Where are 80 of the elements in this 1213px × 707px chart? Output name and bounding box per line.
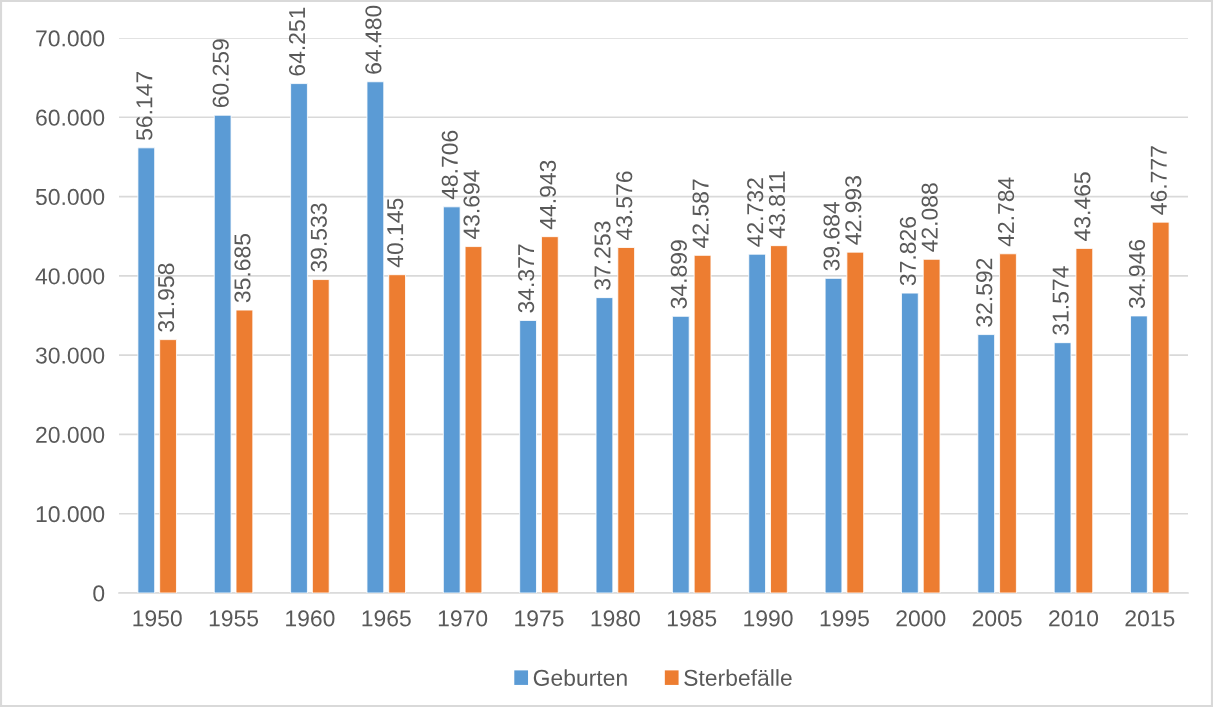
data-label: 40.145 bbox=[387, 198, 404, 268]
data-label: 34.899 bbox=[670, 240, 687, 309]
bar bbox=[464, 246, 483, 593]
bar bbox=[824, 277, 843, 593]
legend-label: Geburten bbox=[533, 669, 627, 686]
x-tick-label: 1980 bbox=[591, 610, 640, 627]
data-label: 44.943 bbox=[539, 160, 556, 230]
bar bbox=[922, 258, 941, 593]
data-label: 42.587 bbox=[692, 179, 709, 248]
y-tick-label: 20.000 bbox=[36, 426, 105, 443]
y-tick-label: 50.000 bbox=[35, 188, 105, 206]
bar bbox=[1053, 342, 1072, 593]
data-label: 37.253 bbox=[594, 221, 611, 290]
bar bbox=[1075, 247, 1094, 593]
data-label: 64.251 bbox=[288, 7, 306, 76]
bar bbox=[159, 339, 177, 593]
x-tick-label: 1955 bbox=[209, 610, 259, 627]
data-label: 56.147 bbox=[136, 71, 153, 140]
data-label: 39.684 bbox=[823, 202, 840, 271]
y-tick-label: 60.000 bbox=[36, 109, 105, 126]
data-label: 34.946 bbox=[1128, 239, 1146, 309]
bar bbox=[311, 279, 330, 593]
bar bbox=[595, 297, 614, 593]
data-label: 48.706 bbox=[441, 130, 458, 200]
bar bbox=[999, 253, 1017, 593]
bar bbox=[671, 315, 690, 593]
y-tick-label: 0 bbox=[93, 585, 105, 602]
bar bbox=[388, 274, 406, 593]
x-tick-label: 2010 bbox=[1049, 610, 1099, 627]
x-tick-label: 1970 bbox=[438, 610, 488, 627]
data-label: 31.574 bbox=[1052, 266, 1069, 335]
y-tick-label: 30.000 bbox=[35, 347, 105, 364]
bar bbox=[366, 81, 385, 593]
x-tick-label: 1950 bbox=[133, 610, 182, 627]
bar bbox=[693, 254, 712, 593]
x-tick-label: 2005 bbox=[972, 610, 1022, 627]
data-label: 43.576 bbox=[616, 171, 633, 241]
y-tick-label: 40.000 bbox=[35, 268, 105, 285]
bar bbox=[846, 251, 865, 593]
bar bbox=[442, 206, 461, 593]
bar bbox=[901, 292, 919, 593]
data-label: 39.533 bbox=[310, 203, 327, 272]
legend-label: Sterbefälle bbox=[684, 669, 792, 686]
data-label: 42.088 bbox=[921, 183, 938, 252]
x-tick-label: 2000 bbox=[896, 610, 946, 627]
bar bbox=[137, 147, 156, 593]
data-label: 42.732 bbox=[747, 178, 764, 247]
bar bbox=[617, 247, 636, 593]
bar bbox=[748, 253, 766, 593]
data-label: 46.777 bbox=[1150, 146, 1167, 215]
x-tick-label: 1965 bbox=[362, 610, 411, 627]
data-label: 42.784 bbox=[997, 177, 1015, 247]
bar bbox=[213, 114, 232, 593]
bar bbox=[770, 245, 788, 593]
data-label: 60.259 bbox=[212, 39, 229, 108]
data-label: 31.958 bbox=[157, 263, 175, 332]
bar bbox=[235, 309, 254, 593]
bar bbox=[1151, 221, 1170, 593]
data-label: 32.592 bbox=[976, 258, 993, 327]
bar bbox=[977, 334, 996, 593]
data-label: 43.694 bbox=[463, 170, 480, 240]
x-tick-label: 1975 bbox=[515, 610, 564, 627]
data-label: 43.465 bbox=[1074, 172, 1091, 241]
y-tick-label: 10.000 bbox=[36, 506, 105, 523]
x-tick-label: 1990 bbox=[744, 610, 793, 627]
data-label: 43.811 bbox=[768, 171, 786, 239]
x-tick-label: 2015 bbox=[1125, 610, 1175, 627]
data-label: 64.480 bbox=[365, 5, 382, 74]
bar bbox=[1130, 315, 1148, 593]
y-tick-label: 70.000 bbox=[36, 30, 105, 47]
data-label: 37.826 bbox=[899, 217, 917, 286]
x-tick-label: 1960 bbox=[286, 610, 335, 627]
x-tick-label: 1985 bbox=[667, 610, 717, 627]
data-label: 35.685 bbox=[234, 233, 251, 303]
data-label: 42.993 bbox=[845, 176, 862, 245]
bar bbox=[541, 236, 559, 593]
data-label: 34.377 bbox=[518, 244, 535, 313]
bar bbox=[290, 83, 308, 593]
x-tick-label: 1995 bbox=[820, 610, 869, 627]
bar bbox=[519, 320, 537, 593]
